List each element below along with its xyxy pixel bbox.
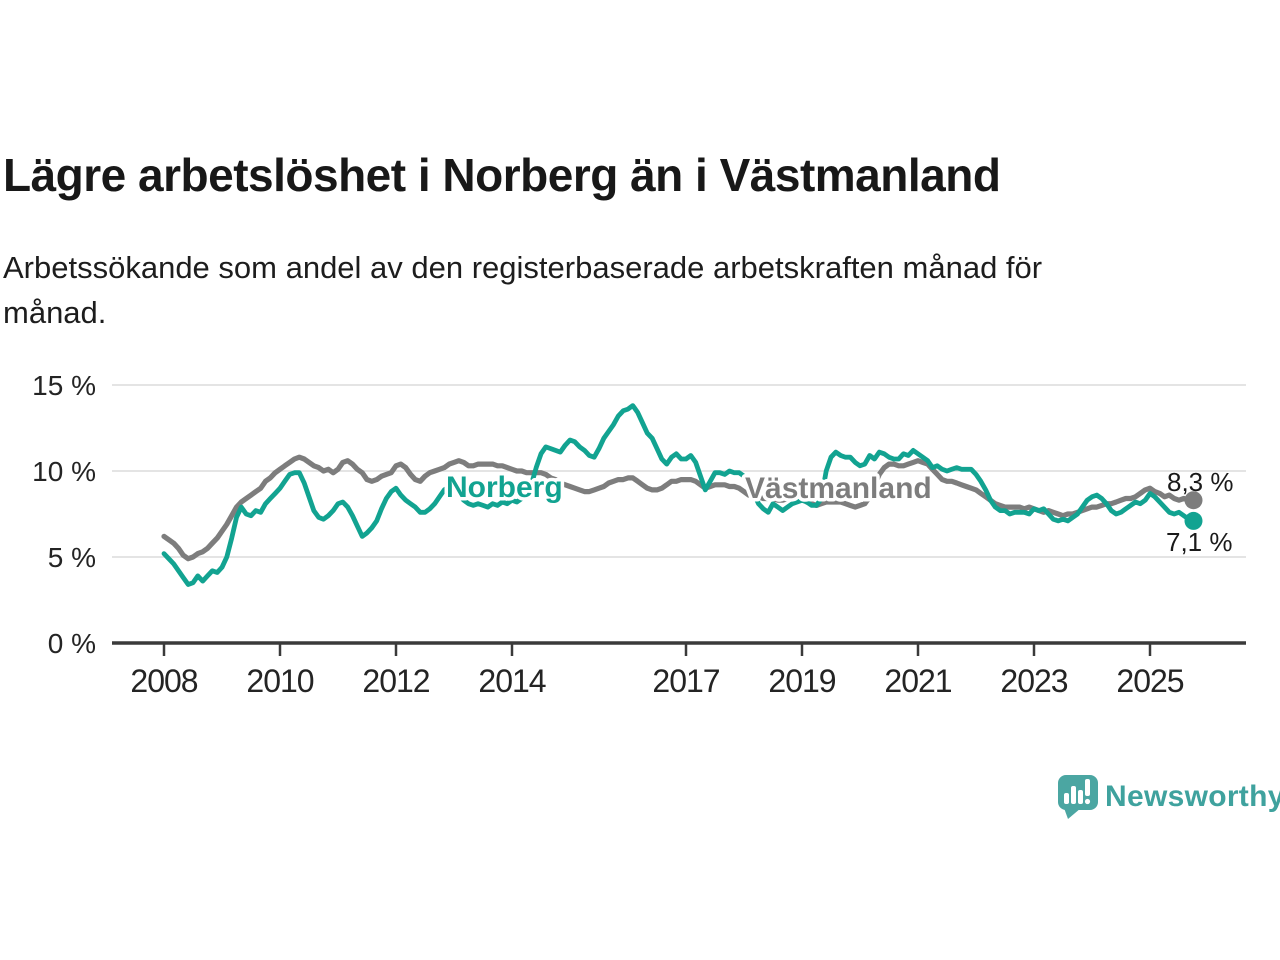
subtitle-line-2: månad. [3, 295, 106, 330]
x-tick-label-2025: 2025 [1116, 663, 1183, 699]
x-tick-label-2010: 2010 [246, 663, 313, 699]
x-tick-label-2019: 2019 [768, 663, 835, 699]
x-axis: 2008 2010 2012 2014 2017 2019 2021 2023 2025 [112, 641, 1246, 699]
x-tick-label-2017: 2017 [652, 663, 719, 699]
y-tick-label-15: 15 % [32, 370, 96, 401]
vastmanland-end-value-label: 8,3 % [1167, 467, 1234, 497]
y-axis-labels: 0 % 5 % 10 % 15 % [32, 370, 96, 659]
newsworthy-brand-text: Newsworthy [1105, 780, 1280, 813]
gridlines [112, 384, 1246, 558]
newsworthy-logo[interactable]: Newsworthy [1058, 775, 1280, 819]
norberg-end-value-label: 7,1 % [1166, 527, 1233, 557]
x-tick-label-2023: 2023 [1000, 663, 1067, 699]
page-title: Lägre arbetslöshet i Norberg än i Västma… [3, 149, 1000, 201]
vastmanland-end-dot [1184, 491, 1203, 510]
x-tick-label-2021: 2021 [884, 663, 951, 699]
y-tick-label-0: 0 % [48, 628, 96, 659]
x-tick-label-2012: 2012 [362, 663, 429, 699]
vastmanland-series-label: Västmanland [745, 472, 932, 505]
subtitle-line-1: Arbetssökande som andel av den registerb… [3, 250, 1042, 285]
x-tick-label-2014: 2014 [478, 663, 545, 699]
norberg-series-label: Norberg [446, 471, 563, 504]
vastmanland-line [161, 454, 1197, 562]
norberg-line [161, 403, 1196, 587]
x-tick-label-2008: 2008 [130, 663, 197, 699]
y-tick-label-5: 5 % [48, 542, 96, 573]
y-tick-label-10: 10 % [32, 456, 96, 487]
norberg-end-dot [1184, 511, 1203, 530]
bar-chart-speech-bubble-icon [1058, 775, 1098, 819]
